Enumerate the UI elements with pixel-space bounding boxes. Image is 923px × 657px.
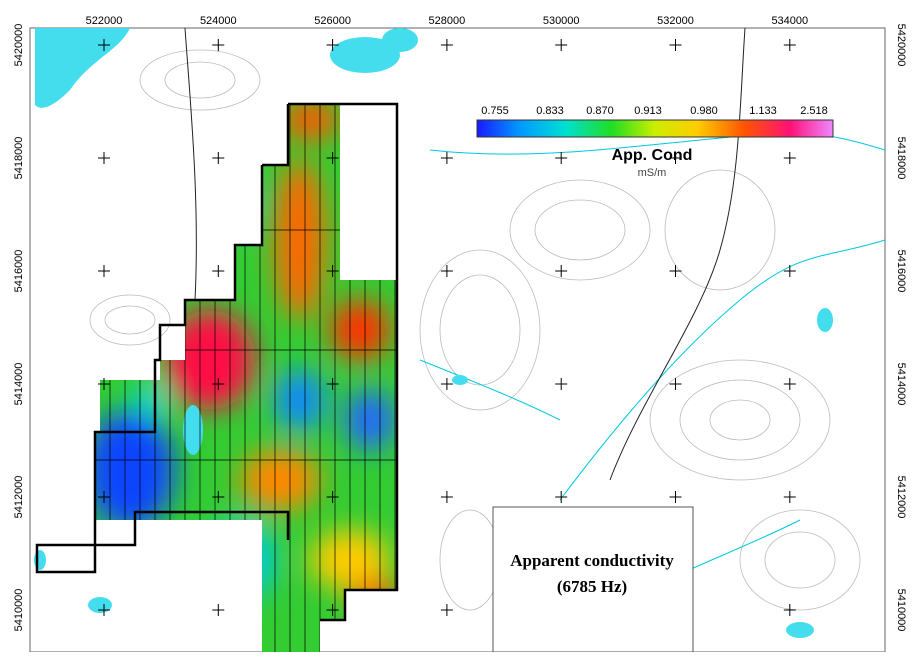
grid-cross: [440, 152, 453, 164]
grid-cross: [98, 39, 110, 51]
northing-label: 5416000: [895, 250, 907, 293]
northing-label: 5420000: [895, 24, 907, 67]
caption-line: Apparent conductivity: [510, 551, 674, 570]
northing-label: 5418000: [895, 137, 907, 180]
grid-cross: [212, 378, 225, 390]
grid-cross: [440, 604, 453, 616]
grid-cross: [98, 604, 110, 616]
grid-cross: [98, 265, 110, 277]
grid-cross: [326, 39, 339, 51]
legend-tick-label: 2.518: [800, 105, 828, 117]
grid-cross: [440, 265, 453, 277]
grid-cross: [555, 378, 568, 390]
grid-cross: [669, 39, 682, 51]
grid-cross: [212, 265, 225, 277]
northing-label: 5412000: [895, 476, 907, 519]
easting-label: 528000: [429, 15, 466, 27]
grid-cross: [440, 39, 453, 51]
grid-cross: [212, 491, 225, 503]
contours: [89, 49, 861, 611]
northing-label: 5416000: [13, 250, 25, 293]
grid-cross: [98, 152, 110, 164]
grid-cross: [783, 491, 796, 503]
grid-cross: [783, 265, 796, 277]
grid-cross: [212, 152, 225, 164]
legend-tick-label: 0.870: [586, 105, 614, 117]
lakes: [34, 28, 833, 638]
grid-cross: [98, 491, 110, 503]
road: [609, 27, 746, 481]
legend-tick-label: 0.833: [536, 105, 564, 117]
easting-label: 524000: [200, 15, 237, 27]
legend-tick-label: 1.133: [749, 105, 777, 117]
grid-cross: [555, 152, 568, 164]
grid-cross: [212, 604, 225, 616]
survey-boundary: [35, 165, 290, 574]
grid-cross: [555, 491, 568, 503]
easting-label: 530000: [543, 15, 580, 27]
northing-label: 5414000: [895, 363, 907, 406]
grid-cross: [326, 378, 339, 390]
grid-cross: [669, 265, 682, 277]
legend-tick-label: 0.755: [481, 105, 509, 117]
grid-cross: [669, 152, 682, 164]
easting-label: 532000: [657, 15, 694, 27]
easting-label: 522000: [86, 15, 123, 27]
easting-label: 534000: [771, 15, 808, 27]
grid-cross: [98, 378, 110, 390]
survey-boundary: [262, 104, 290, 167]
grid-cross: [783, 39, 796, 51]
grid-cross: [440, 378, 453, 390]
grid-cross: [783, 152, 796, 164]
grid-cross: [669, 378, 682, 390]
northing-label: 5418000: [13, 137, 25, 180]
northing-label: 5420000: [13, 24, 25, 67]
legend-units: mS/m: [638, 167, 667, 179]
caption-box: [492, 506, 694, 653]
grid-cross: [440, 491, 453, 503]
grid-cross: [783, 378, 796, 390]
northing-label: 5412000: [13, 476, 25, 519]
grid-crosses: [98, 39, 796, 616]
northing-label: 5410000: [895, 589, 907, 632]
legend-tick-label: 0.913: [634, 105, 662, 117]
grid-cross: [555, 265, 568, 277]
grid-cross: [669, 491, 682, 503]
northing-label: 5410000: [13, 589, 25, 632]
northing-label: 5414000: [13, 363, 25, 406]
road: [184, 27, 197, 301]
grid-cross: [326, 491, 339, 503]
caption-line: (6785 Hz): [557, 577, 627, 596]
grid-cross: [783, 604, 796, 616]
survey-boundary: [288, 102, 399, 622]
grid-cross: [326, 152, 339, 164]
grid-cross: [326, 265, 339, 277]
legend-tick-label: 0.980: [690, 105, 718, 117]
grid-cross: [326, 604, 339, 616]
grid-cross: [212, 39, 225, 51]
legend-title: App. Cond: [612, 147, 693, 164]
legend-bar: [476, 119, 834, 138]
easting-label: 526000: [314, 15, 351, 27]
grid-cross: [555, 39, 568, 51]
